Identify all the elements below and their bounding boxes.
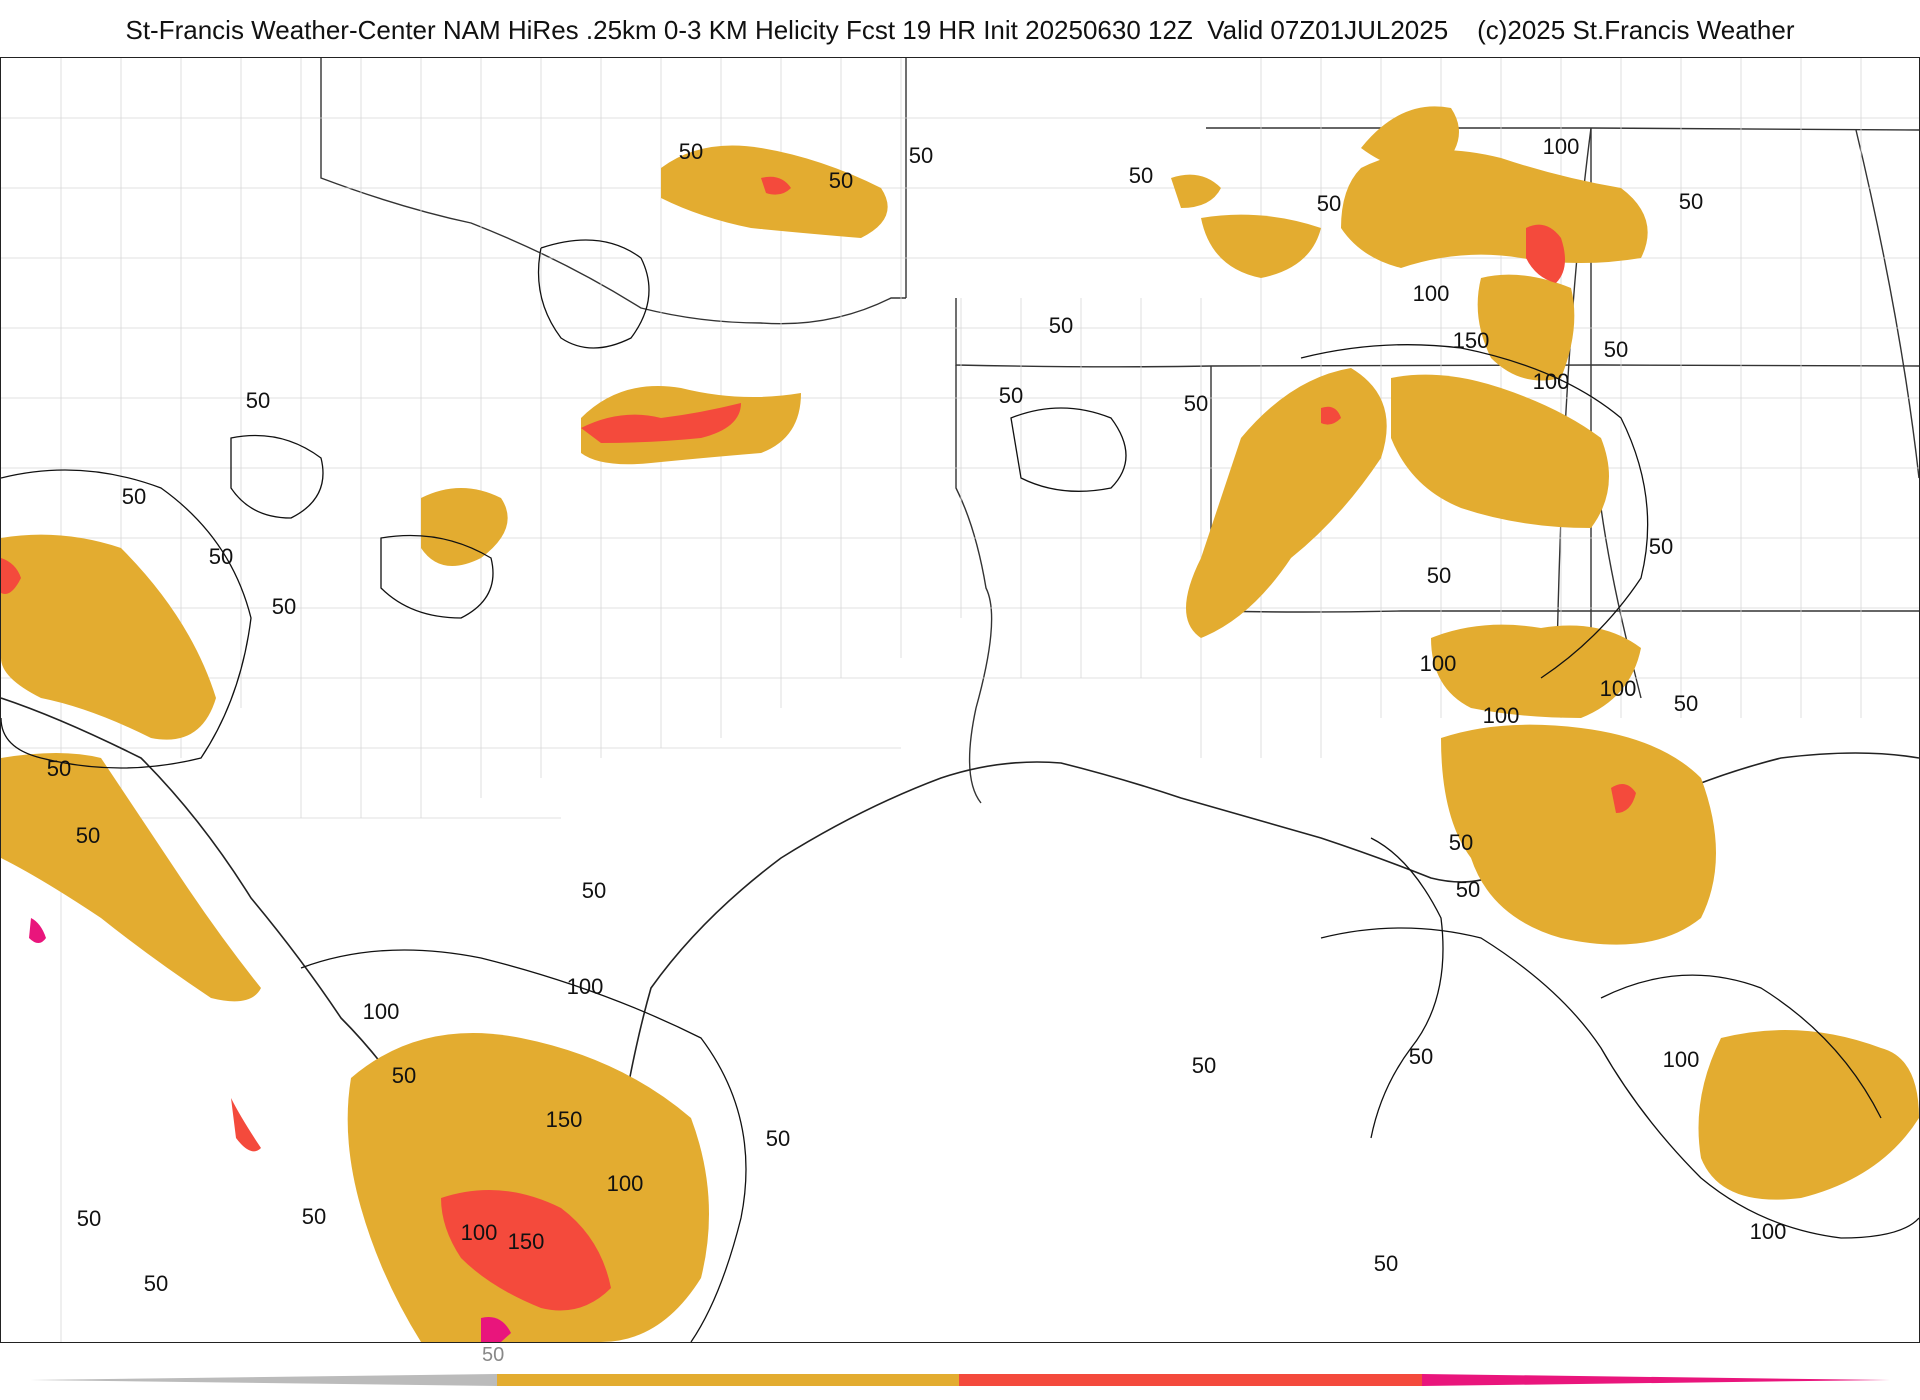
contour-label-50: 50: [272, 594, 296, 619]
helicity-contours: [1, 239, 1919, 1342]
colorbar-band-red: [959, 1374, 1422, 1386]
contour-label-100: 100: [1533, 369, 1570, 394]
contour-label-50: 50: [76, 823, 100, 848]
contour-label-50: 50: [47, 756, 71, 781]
contour-label-100: 100: [1483, 703, 1520, 728]
contour-label-100: 100: [567, 974, 604, 999]
contour-label-50: 50: [829, 168, 853, 193]
helicity-fill-200: [29, 918, 511, 1342]
chart-title: St-Francis Weather-Center NAM HiRes .25k…: [125, 14, 1795, 45]
contour-label-50: 50: [582, 878, 606, 903]
contour-label-50: 50: [1449, 830, 1473, 855]
contour-label-50: 50: [1192, 1053, 1216, 1078]
helicity-map: 50 50 50 50 50 50 50 50 50 50 50 50 50 50 50 50 50 50 50 50…: [0, 57, 1920, 1343]
contour-label-50: 50: [1456, 877, 1480, 902]
helicity-fill-150: [1, 176, 1636, 1311]
contour-label-50: 50: [302, 1204, 326, 1229]
contour-label-100: 100: [1543, 134, 1580, 159]
contour-label-50: 50: [144, 1271, 168, 1296]
contour-label-50: 50: [909, 143, 933, 168]
contour-label-50: 50: [766, 1126, 790, 1151]
contour-label-100: 100: [1413, 281, 1450, 306]
contour-label-100: 100: [1600, 676, 1637, 701]
colorbar-label: 50: [482, 1344, 505, 1366]
map-canvas: 50 50 50 50 50 50 50 50 50 50 50 50 50 50 50 50 50 50 50 50…: [1, 58, 1919, 1342]
contour-label-50: 50: [1679, 189, 1703, 214]
contour-label-50: 50: [122, 484, 146, 509]
contour-label-50: 50: [1604, 337, 1628, 362]
contour-label-50: 50: [1409, 1044, 1433, 1069]
contour-label-150: 150: [546, 1107, 583, 1132]
contour-label-150: 150: [1453, 328, 1490, 353]
contour-label-100: 100: [1663, 1047, 1700, 1072]
contour-label-50: 50: [1649, 534, 1673, 559]
helicity-fill-50: [1, 106, 1919, 1342]
contour-label-50: 50: [679, 139, 703, 164]
contour-label-50: 50: [1427, 563, 1451, 588]
contour-label-150: 150: [508, 1229, 545, 1254]
contour-label-100: 100: [1750, 1219, 1787, 1244]
contour-label-50: 50: [1049, 313, 1073, 338]
contour-label-50: 50: [209, 544, 233, 569]
contour-label-50: 50: [999, 383, 1023, 408]
colorbar: [30, 1374, 1890, 1386]
contour-label-50: 50: [1374, 1251, 1398, 1276]
contour-label-50: 50: [77, 1206, 101, 1231]
contour-labels: 50 50 50 50 50 50 50 50 50 50 50 50 50 50 50 50 50 50 50 50…: [47, 134, 1787, 1296]
colorbar-band-magenta: [1422, 1374, 1890, 1386]
contour-label-50: 50: [1184, 391, 1208, 416]
contour-label-100: 100: [363, 999, 400, 1024]
contour-label-50: 50: [1674, 691, 1698, 716]
colorbar-low-wedge: [30, 1374, 497, 1386]
contour-label-50: 50: [1317, 191, 1341, 216]
contour-label-100: 100: [607, 1171, 644, 1196]
contour-label-50: 50: [246, 388, 270, 413]
contour-label-50: 50: [1129, 163, 1153, 188]
contour-label-100: 100: [1420, 651, 1457, 676]
colorbar-band-gold: [497, 1374, 959, 1386]
contour-label-50: 50: [392, 1063, 416, 1088]
contour-label-100: 100: [461, 1220, 498, 1245]
